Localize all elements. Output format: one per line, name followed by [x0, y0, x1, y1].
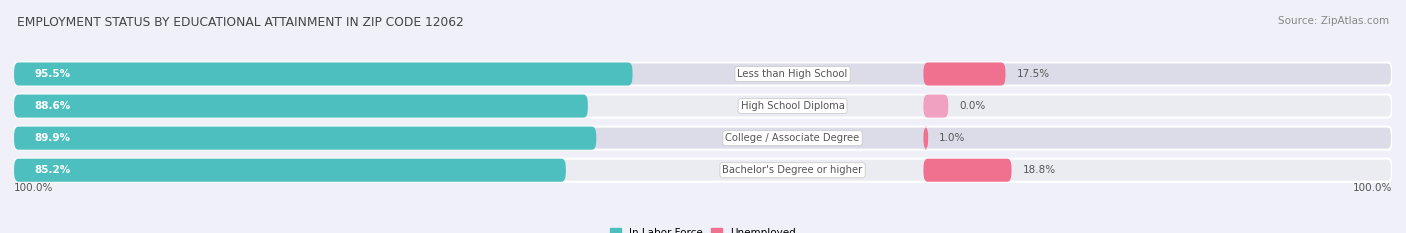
FancyBboxPatch shape: [14, 62, 1392, 86]
Text: EMPLOYMENT STATUS BY EDUCATIONAL ATTAINMENT IN ZIP CODE 12062: EMPLOYMENT STATUS BY EDUCATIONAL ATTAINM…: [17, 16, 464, 29]
Text: 88.6%: 88.6%: [35, 101, 70, 111]
Text: 17.5%: 17.5%: [1017, 69, 1050, 79]
Text: 100.0%: 100.0%: [14, 183, 53, 193]
Text: Less than High School: Less than High School: [737, 69, 848, 79]
FancyBboxPatch shape: [14, 159, 565, 182]
Legend: In Labor Force, Unemployed: In Labor Force, Unemployed: [606, 224, 800, 233]
FancyBboxPatch shape: [14, 127, 1392, 150]
FancyBboxPatch shape: [924, 159, 1011, 182]
Text: 89.9%: 89.9%: [35, 133, 70, 143]
FancyBboxPatch shape: [14, 95, 1392, 118]
FancyBboxPatch shape: [924, 127, 928, 150]
Text: 0.0%: 0.0%: [959, 101, 986, 111]
Text: 18.8%: 18.8%: [1022, 165, 1056, 175]
FancyBboxPatch shape: [14, 95, 588, 118]
Text: Bachelor's Degree or higher: Bachelor's Degree or higher: [723, 165, 863, 175]
Text: High School Diploma: High School Diploma: [741, 101, 845, 111]
Text: 85.2%: 85.2%: [35, 165, 70, 175]
Text: Source: ZipAtlas.com: Source: ZipAtlas.com: [1278, 16, 1389, 26]
FancyBboxPatch shape: [924, 95, 948, 118]
Text: 1.0%: 1.0%: [939, 133, 966, 143]
Text: 100.0%: 100.0%: [1353, 183, 1392, 193]
FancyBboxPatch shape: [14, 159, 1392, 182]
FancyBboxPatch shape: [924, 62, 1005, 86]
FancyBboxPatch shape: [14, 62, 633, 86]
Text: 95.5%: 95.5%: [35, 69, 70, 79]
Text: College / Associate Degree: College / Associate Degree: [725, 133, 859, 143]
FancyBboxPatch shape: [14, 127, 596, 150]
